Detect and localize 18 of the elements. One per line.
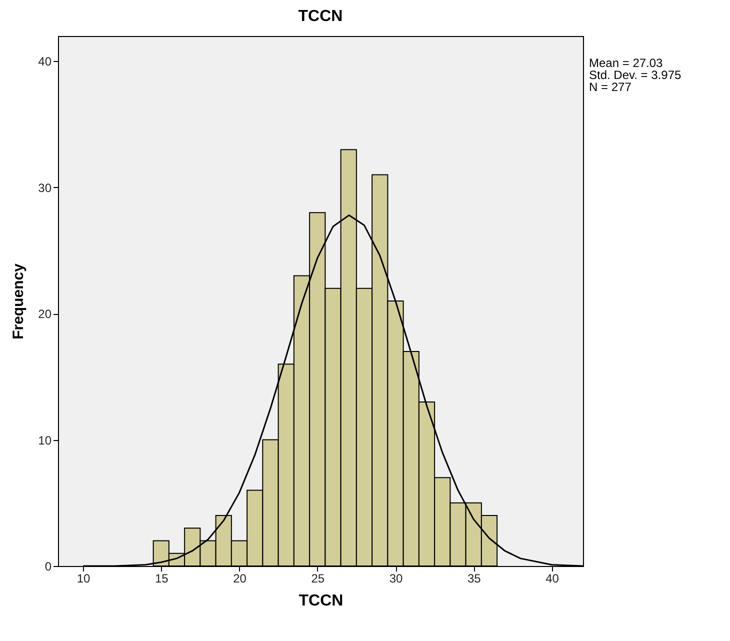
y-tick-label: 20 — [38, 307, 52, 322]
y-tick-label: 30 — [38, 180, 52, 195]
x-tick-label: 40 — [546, 572, 560, 586]
x-tick-label: 20 — [233, 572, 247, 586]
x-tick-label: 25 — [311, 572, 325, 586]
chart-title: TCCN — [298, 8, 343, 25]
x-tick-label: 30 — [389, 572, 403, 586]
y-tick-label: 40 — [38, 54, 52, 69]
text: N = 277 — [589, 80, 632, 94]
y-tick-label: 0 — [44, 560, 52, 574]
x-tick-label: 35 — [467, 572, 482, 586]
x-tick-label: 10 — [76, 572, 90, 586]
y-axis-title: Frequency — [10, 262, 28, 340]
x-tick-label: 15 — [154, 572, 169, 586]
x-axis-title: TCCN — [298, 592, 344, 610]
text: Mean = 27.03 — [589, 56, 664, 70]
text: Std. Dev. = 3.975 — [589, 68, 682, 82]
y-tick-label: 10 — [38, 433, 52, 448]
